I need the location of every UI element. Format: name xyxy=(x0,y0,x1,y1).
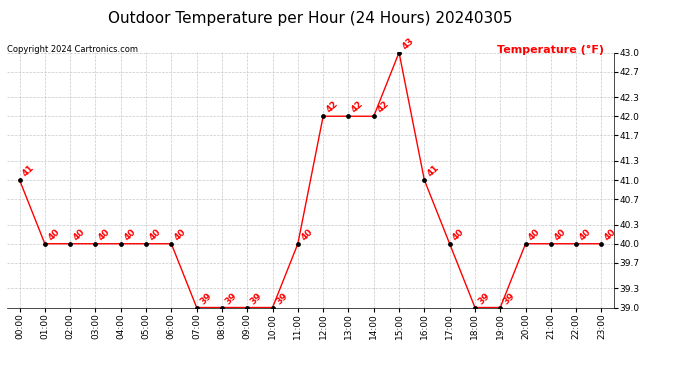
Point xyxy=(14,177,25,183)
Point xyxy=(141,241,152,247)
Text: 40: 40 xyxy=(451,227,466,242)
Point xyxy=(343,113,354,119)
Text: 39: 39 xyxy=(224,291,239,306)
Text: Outdoor Temperature per Hour (24 Hours) 20240305: Outdoor Temperature per Hour (24 Hours) … xyxy=(108,11,513,26)
Text: 39: 39 xyxy=(476,291,492,306)
Point xyxy=(90,241,101,247)
Text: 40: 40 xyxy=(578,227,593,242)
Text: 42: 42 xyxy=(324,100,340,115)
Text: 40: 40 xyxy=(299,227,315,242)
Point xyxy=(444,241,455,247)
Text: 41: 41 xyxy=(21,164,37,178)
Point xyxy=(469,304,480,310)
Text: 40: 40 xyxy=(148,227,163,242)
Text: Copyright 2024 Cartronics.com: Copyright 2024 Cartronics.com xyxy=(7,45,138,54)
Point xyxy=(115,241,126,247)
Point xyxy=(393,50,404,55)
Point xyxy=(368,113,380,119)
Text: 40: 40 xyxy=(97,227,112,242)
Point xyxy=(191,304,202,310)
Point xyxy=(495,304,506,310)
Text: 40: 40 xyxy=(122,227,137,242)
Text: 39: 39 xyxy=(502,291,517,306)
Text: Temperature (°F): Temperature (°F) xyxy=(497,45,604,55)
Text: 41: 41 xyxy=(426,164,441,178)
Text: 40: 40 xyxy=(72,227,87,242)
Text: 39: 39 xyxy=(198,291,213,306)
Point xyxy=(39,241,50,247)
Point xyxy=(293,241,304,247)
Text: 42: 42 xyxy=(375,100,391,115)
Point xyxy=(545,241,556,247)
Text: 40: 40 xyxy=(172,227,188,242)
Point xyxy=(267,304,278,310)
Text: 40: 40 xyxy=(552,227,567,242)
Point xyxy=(520,241,531,247)
Point xyxy=(596,241,607,247)
Text: 40: 40 xyxy=(527,227,542,242)
Point xyxy=(241,304,253,310)
Point xyxy=(166,241,177,247)
Point xyxy=(571,241,582,247)
Point xyxy=(65,241,76,247)
Text: 39: 39 xyxy=(248,291,264,306)
Text: 43: 43 xyxy=(400,36,416,51)
Point xyxy=(317,113,328,119)
Text: 40: 40 xyxy=(46,227,61,242)
Point xyxy=(419,177,430,183)
Text: 39: 39 xyxy=(274,291,289,306)
Text: 40: 40 xyxy=(603,227,618,242)
Text: 42: 42 xyxy=(350,100,365,115)
Point xyxy=(217,304,228,310)
